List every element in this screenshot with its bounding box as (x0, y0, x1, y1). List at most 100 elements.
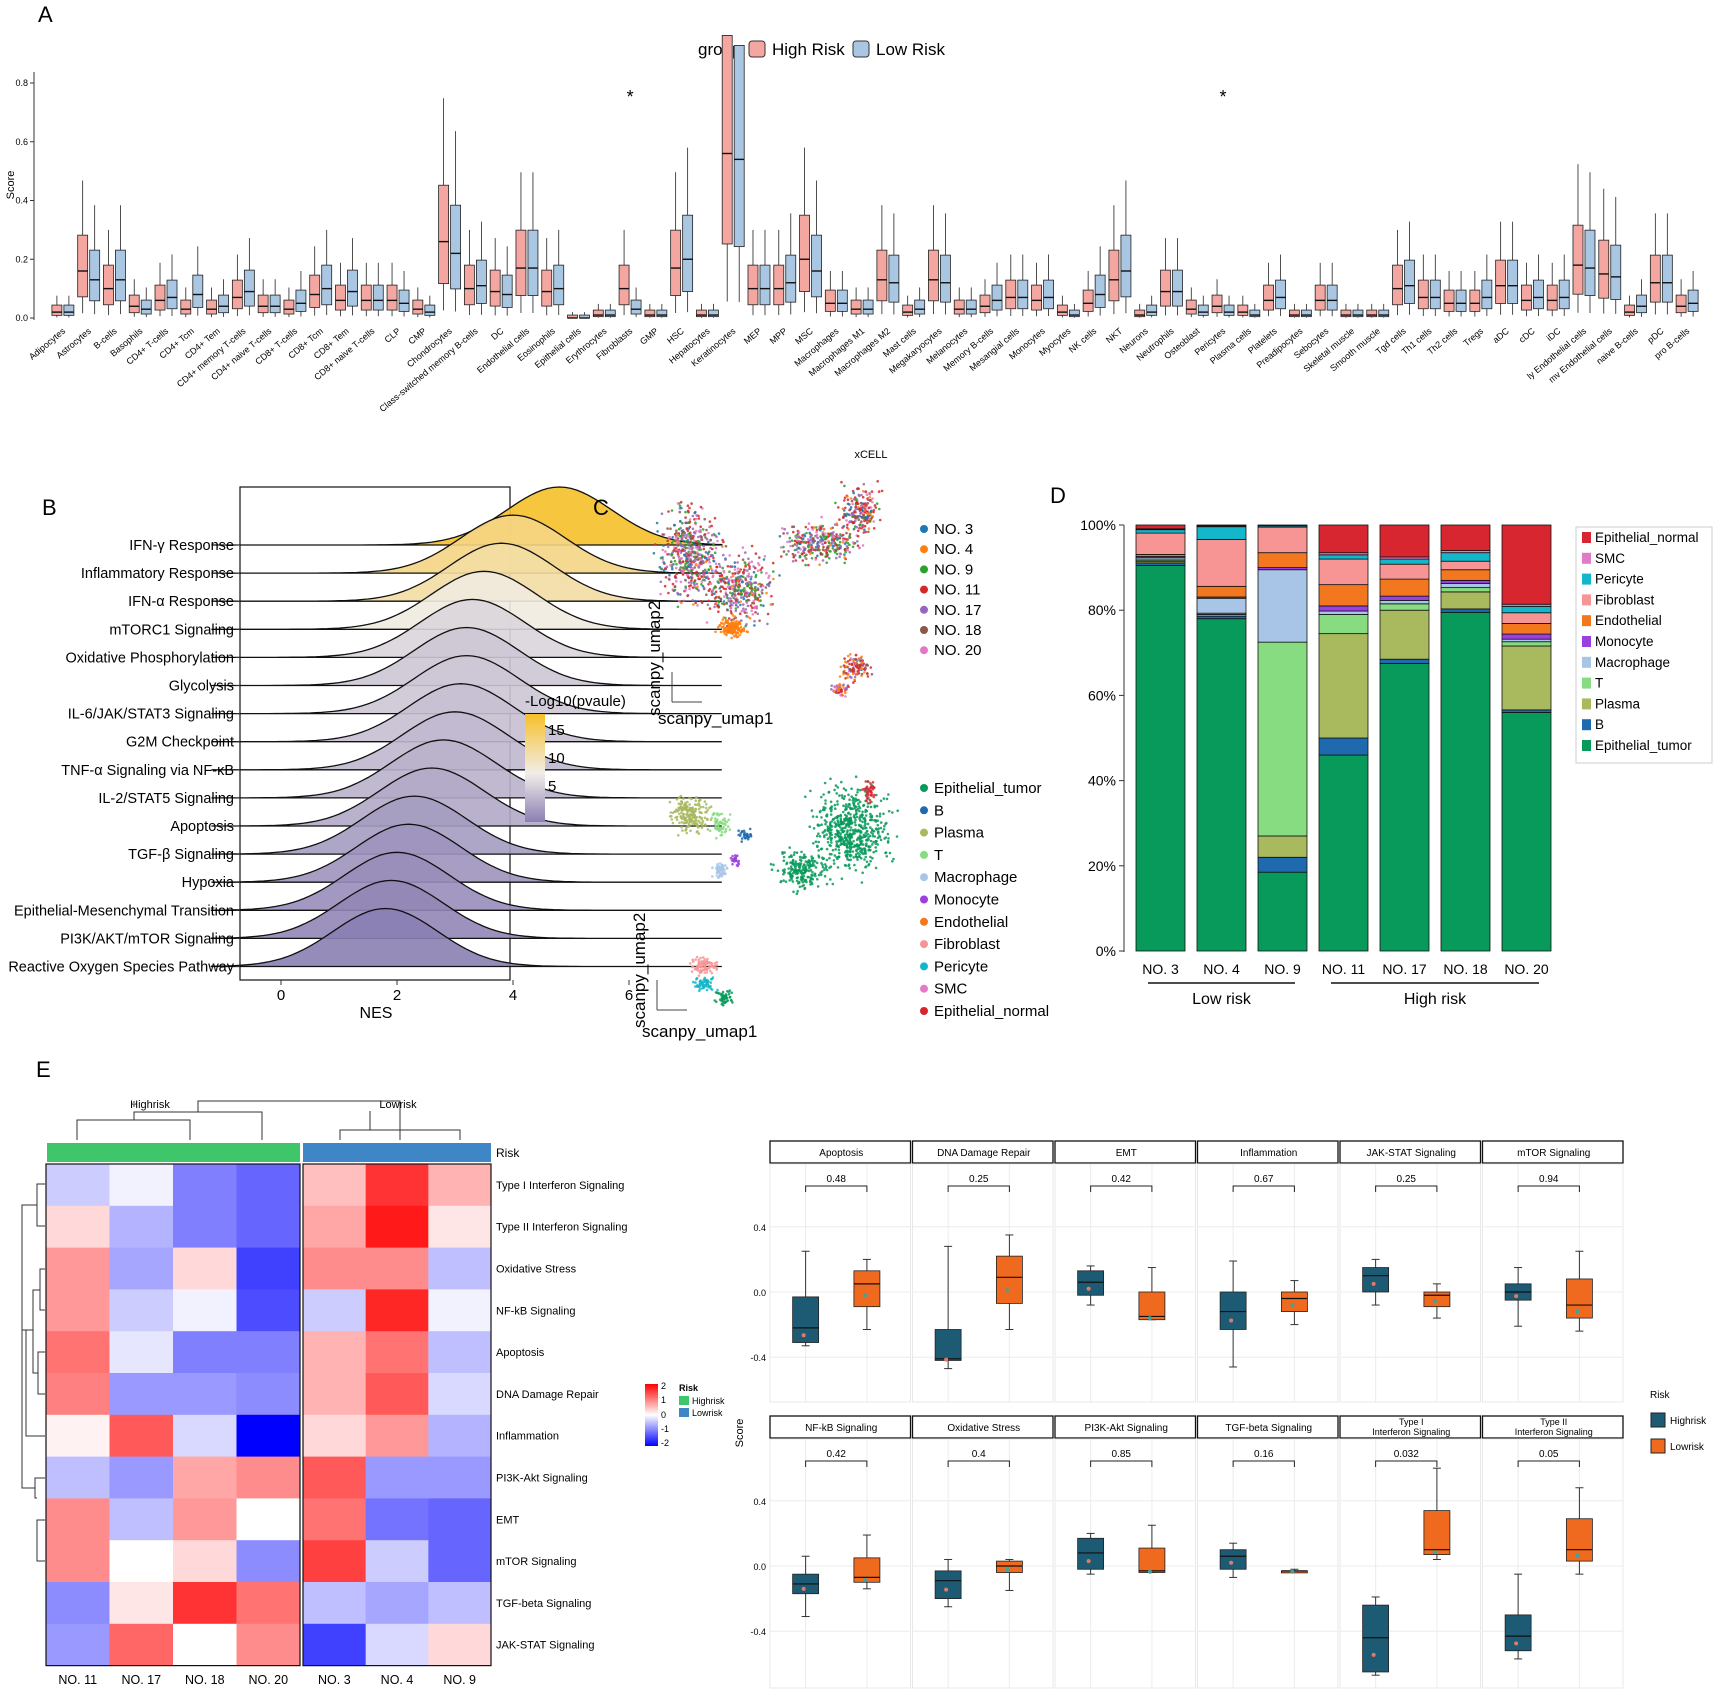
umap-top-point (733, 565, 737, 568)
umap-bottom-point (884, 836, 888, 839)
umap-top-point (691, 573, 694, 576)
umap-top-point (839, 552, 842, 556)
umap-bottom-point (697, 832, 701, 835)
umap-bottom-point (710, 971, 713, 975)
heat-cell-mtor-signaling-no-11 (46, 1540, 110, 1583)
box-a-macrophages-m1-low (862, 299, 874, 315)
umap-bottom-point (706, 981, 709, 985)
heat-cell-pi3k-akt-signaling-no-4 (365, 1456, 429, 1499)
heat-cell-jak-stat-signaling-no-3 (303, 1623, 367, 1667)
umap-top-point (761, 592, 764, 595)
umap-top-point (746, 591, 749, 595)
facet-title-mtor-signaling-0: mTOR Signaling (1517, 1148, 1590, 1159)
umap-bottom-point (704, 985, 708, 988)
umap-bottom-point (679, 803, 682, 806)
umap-bottom-point (789, 865, 793, 868)
box-a-chondrocytes-low (450, 204, 462, 290)
umap-bottom-point (820, 873, 823, 877)
box-a-tgd-cells-high (1392, 264, 1403, 306)
umap-top-point (734, 626, 738, 629)
heat-legend-tick-1: 1 (661, 1395, 666, 1405)
umap-top-point (852, 661, 855, 664)
umap-top-point (819, 535, 822, 538)
facet-box-jak-stat-signaling-highrisk (1362, 1267, 1390, 1293)
umap-top-point (805, 531, 808, 535)
umap-bottom-point (673, 810, 677, 813)
umap-top-point (691, 514, 695, 518)
umap-bottom-point (855, 843, 859, 846)
box-a-astrocytes-low (89, 249, 101, 302)
facet-point-oxidative-stress-lowrisk (1005, 1567, 1010, 1572)
umap-top-point (728, 579, 731, 582)
umap-bottom-point (817, 840, 820, 844)
umap-top-point (849, 668, 852, 671)
bar-d-no-17-macrophage (1379, 600, 1430, 605)
umap-bottom-point (687, 818, 691, 821)
facet-bracket-tgf-beta-signaling (1232, 1460, 1295, 1467)
significance-a-pericytes: * (1220, 87, 1227, 107)
legend-c-dot-macrophage (920, 873, 928, 882)
box-a-dc-high (489, 269, 501, 307)
umap-top-point (687, 565, 690, 568)
box-a-osteoblast-high (1185, 299, 1197, 315)
umap-bottom-point (699, 979, 702, 983)
umap-bottom-point (695, 977, 698, 981)
umap-top-point (748, 567, 751, 570)
umap-top-point (832, 690, 836, 694)
umap-bottom-point (697, 958, 700, 961)
umap-top-point (858, 526, 861, 530)
box-a-mpp-low (785, 254, 797, 303)
umap-top-point (834, 543, 838, 546)
umap-top-point (812, 526, 816, 529)
facet-box-type-i-interferon-signaling-highrisk (1362, 1604, 1390, 1673)
heat-cell-type-i-interferon-signaling-no-17 (109, 1164, 174, 1207)
umap-bottom-point (705, 988, 709, 992)
box-a-pdc-low (1661, 254, 1673, 303)
umap-bottom-point (697, 974, 701, 977)
umap-top-point (729, 603, 733, 606)
umap-top-point (679, 543, 682, 547)
facet-box-dna-damage-repair-lowrisk (996, 1255, 1023, 1304)
umap-top-point (843, 553, 846, 556)
umap-bottom-point (776, 869, 780, 872)
umap-top-point (791, 544, 795, 548)
umap-top-point (851, 521, 855, 525)
umap-top-point (842, 538, 845, 542)
pathway-label-b-il-6-jak-stat3-signaling: IL-6/JAK/STAT3 Signaling (68, 707, 234, 723)
umap-top-point (825, 546, 829, 550)
umap-top-point (692, 539, 696, 542)
umap-top-point (741, 628, 745, 631)
umap-top-point (814, 558, 817, 561)
ridge-b-epithelial-mesenchymal-transition (210, 851, 722, 911)
facet-y-tick-1-0: 0.4 (753, 1497, 766, 1507)
facet-title-inflammation-0: Inflammation (1240, 1148, 1297, 1159)
umap-bottom-point (844, 805, 848, 808)
umap-bottom-point (875, 804, 879, 808)
umap-top-point (734, 588, 737, 591)
heat-cell-pi3k-akt-signaling-no-9 (428, 1456, 492, 1499)
facet-bracket-oxidative-stress (947, 1460, 1010, 1467)
umap-top-point (760, 566, 764, 569)
pathway-label-b-pi3k-akt-mtor-signaling: PI3K/AKT/mTOR Signaling (60, 931, 234, 947)
heat-cell-type-i-interferon-signaling-no-20 (236, 1164, 301, 1207)
umap-bottom-point (848, 819, 852, 822)
umap-top-point (742, 589, 745, 593)
colorbar-b: -Log10(pvaule) 15 10 5 (525, 693, 626, 822)
umap-top-point (736, 635, 740, 638)
box-a-cd8-tem-low (347, 269, 358, 307)
y-tick-label-a-4: 0.8 (15, 78, 28, 88)
umap-top-point (684, 536, 688, 540)
umap-top-point (868, 520, 872, 523)
umap-top-point (729, 591, 732, 595)
umap-bottom-point (824, 822, 827, 826)
umap-top-point (679, 519, 682, 523)
legend-d-label-endothelial: Endothelial (1595, 613, 1662, 628)
umap-top-point (743, 561, 747, 565)
umap-top-point (656, 530, 659, 533)
umap-bottom-point (829, 865, 833, 868)
heat-cell-apoptosis-no-4 (365, 1331, 429, 1374)
umap-bottom-point (681, 829, 684, 832)
